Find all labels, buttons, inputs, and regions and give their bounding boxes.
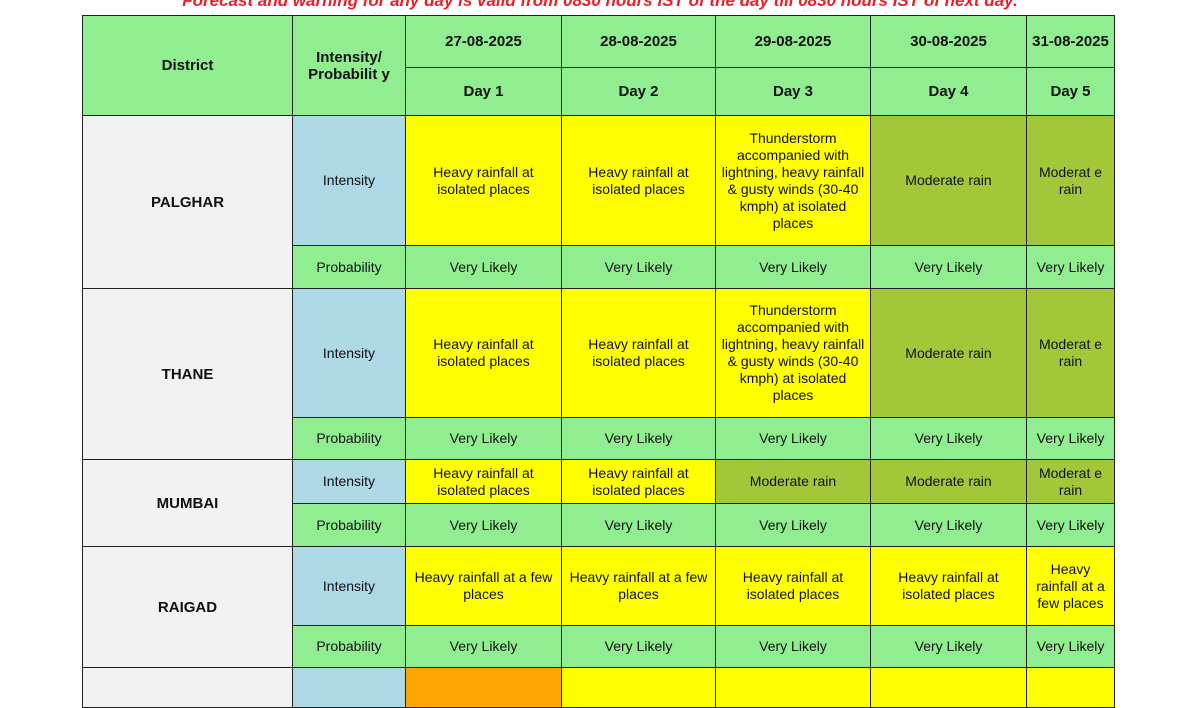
day-header: Day 4	[870, 67, 1027, 116]
intensity-cell: Moderate rain	[870, 288, 1027, 418]
intensity-cell: Heavy rainfall at isolated places	[561, 459, 716, 504]
probability-label: Probability	[292, 417, 406, 460]
intensity-cell	[1026, 667, 1115, 708]
probability-row: Probability Very Likely Very Likely Very Li…	[83, 625, 1115, 668]
intensity-row: PALGHAR Intensity Heavy rainfall at isola…	[82, 115, 1115, 289]
probability-cell: Very Likely	[1026, 245, 1115, 289]
intensity-cell: Moderat e rain	[1026, 115, 1115, 246]
probability-cell: Very Likely	[405, 503, 562, 547]
intensity-label: Intensity	[292, 115, 406, 246]
probability-row: Probability Very Likely Very Likely Very Li…	[83, 503, 1115, 547]
date-header: 28-08-2025	[561, 15, 716, 68]
intensity-cell: Heavy rainfall at isolated places	[405, 459, 562, 504]
intensity-cell: Moderat e rain	[1026, 459, 1115, 504]
intensity-cell: Heavy rainfall at isolated places	[405, 288, 562, 418]
day-header: Day 1	[405, 67, 562, 116]
intensity-cell	[561, 667, 716, 708]
intensity-cell: Thunderstorm accompanied with lightning,…	[715, 115, 871, 246]
probability-row: Probability Very Likely Very Likely Very Li…	[83, 245, 1115, 289]
probability-cell: Very Likely	[715, 503, 871, 547]
date-header: 29-08-2025	[715, 15, 871, 68]
intensity-cell	[715, 667, 871, 708]
probability-label: Probability	[292, 503, 406, 547]
probability-cell: Very Likely	[870, 503, 1027, 547]
intensity-cell: Heavy rainfall at isolated places	[405, 115, 562, 246]
day-header: Day 5	[1026, 67, 1115, 116]
probability-cell: Very Likely	[405, 625, 562, 668]
validity-note: Forecast and warning for any day is vali…	[182, 0, 1018, 10]
probability-cell: Very Likely	[405, 417, 562, 460]
intensity-cell: Heavy rainfall at a few places	[1026, 546, 1115, 626]
probability-cell: Very Likely	[561, 625, 716, 668]
probability-cell: Very Likely	[715, 417, 871, 460]
intensity-cell: Heavy rainfall at a few places	[405, 546, 562, 626]
intensity-label: Intensity	[292, 546, 406, 626]
district-name: RAIGAD	[82, 546, 293, 668]
intensity-label	[292, 667, 406, 708]
probability-cell: Very Likely	[870, 245, 1027, 289]
probability-cell: Very Likely	[1026, 417, 1115, 460]
intensity-cell: Thunderstorm accompanied with lightning,…	[715, 288, 871, 418]
district-name: THANE	[82, 288, 293, 460]
intensity-cell: Moderate rain	[870, 459, 1027, 504]
intensity-label: Intensity	[292, 288, 406, 418]
intensity-label: Intensity	[292, 459, 406, 504]
intensity-cell	[405, 667, 562, 708]
probability-label: Probability	[292, 625, 406, 668]
probability-cell: Very Likely	[870, 417, 1027, 460]
intensity-probability-header: Intensity/ Probabilit y	[292, 15, 406, 116]
probability-cell: Very Likely	[715, 625, 871, 668]
probability-cell: Very Likely	[870, 625, 1027, 668]
intensity-cell: Heavy rainfall at isolated places	[561, 288, 716, 418]
probability-row: Probability Very Likely Very Likely Very Li…	[83, 417, 1115, 460]
intensity-cell: Moderate rain	[870, 115, 1027, 246]
intensity-cell: Heavy rainfall at isolated places	[561, 115, 716, 246]
district-name: PALGHAR	[82, 115, 293, 289]
probability-cell: Very Likely	[561, 417, 716, 460]
day-header: Day 3	[715, 67, 871, 116]
next-district-row	[82, 667, 1115, 708]
district-name: MUMBAI	[82, 459, 293, 547]
date-header: 31-08-2025	[1026, 15, 1115, 68]
probability-cell: Very Likely	[715, 245, 871, 289]
date-header: 27-08-2025	[405, 15, 562, 68]
probability-label: Probability	[292, 245, 406, 289]
probability-cell: Very Likely	[1026, 503, 1115, 547]
probability-cell: Very Likely	[561, 245, 716, 289]
probability-cell: Very Likely	[1026, 625, 1115, 668]
day-header: Day 2	[561, 67, 716, 116]
intensity-row: RAIGAD Intensity Heavy rainfall at a few …	[82, 546, 1115, 668]
intensity-cell: Heavy rainfall at isolated places	[870, 546, 1027, 626]
probability-cell: Very Likely	[561, 503, 716, 547]
intensity-cell	[870, 667, 1027, 708]
district-header: District	[82, 15, 293, 116]
intensity-cell: Heavy rainfall at a few places	[561, 546, 716, 626]
intensity-cell: Moderat e rain	[1026, 288, 1115, 418]
probability-cell: Very Likely	[405, 245, 562, 289]
date-header: 30-08-2025	[870, 15, 1027, 68]
forecast-table: District Intensity/ Probabilit y 27-08-2…	[82, 15, 1115, 708]
intensity-cell: Heavy rainfall at isolated places	[715, 546, 871, 626]
intensity-cell: Moderate rain	[715, 459, 871, 504]
intensity-row: THANE Intensity Heavy rainfall at isolate…	[82, 288, 1115, 460]
district-name	[82, 667, 293, 708]
intensity-row: MUMBAI Intensity Heavy rainfall at isolat…	[82, 459, 1115, 547]
